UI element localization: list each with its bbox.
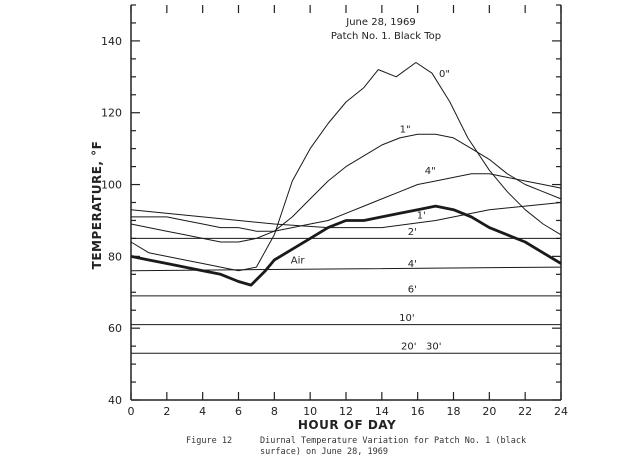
series-line-0 (130, 62, 562, 272)
figure-caption: Figure 12 Diurnal Temperature Variation f… (186, 436, 626, 458)
plot-frame (130, 5, 562, 401)
caption-line-2: surface) on June 28, 1969 (260, 447, 388, 457)
series-line-1 (130, 133, 562, 243)
series-layer (130, 62, 562, 354)
x-tick-label: 16 (411, 405, 425, 418)
x-tick-label: 20 (482, 405, 496, 418)
x-tick-label: 8 (271, 405, 278, 418)
series-label-1: 1" (400, 124, 411, 135)
x-tick-label: 18 (447, 405, 461, 418)
y-axis-ticks: 40 60 80 100 120 140 (101, 4, 561, 407)
x-tick-label: 6 (235, 405, 242, 418)
y-axis-title: TEMPERATURE, °F (90, 141, 104, 270)
x-tick-label: 22 (518, 405, 532, 418)
x-tick-label: 14 (375, 405, 389, 418)
y-tick-label: 80 (108, 250, 122, 263)
figure-number: Figure 12 (186, 436, 233, 446)
y-tick-label: 60 (108, 322, 122, 335)
x-tick-label: 24 (554, 405, 568, 418)
series-line-2 (131, 173, 562, 232)
series-label-7: 6' (408, 284, 417, 295)
y-tick-label: 140 (101, 35, 122, 48)
y-tick-label: 100 (101, 179, 122, 192)
caption-line-1: Diurnal Temperature Variation for Patch … (260, 436, 527, 446)
x-tick-label: 12 (339, 405, 353, 418)
x-tick-label: 4 (199, 405, 206, 418)
x-axis-ticks: 0 2 4 6 8 10 12 14 16 18 20 22 24 (128, 5, 568, 418)
series-line-3 (130, 204, 562, 287)
series-labels: 0" 1" 4" Air 1'2' 4' 6' 10' 20' 30' (291, 69, 450, 353)
chart-subtitle: Patch No. 1. Black Top (331, 31, 441, 42)
x-tick-label: 10 (303, 405, 317, 418)
chart-title: June 28, 1969 (345, 17, 416, 28)
x-axis-title: HOUR OF DAY (298, 418, 396, 432)
series-label-4: 1' (417, 211, 426, 222)
y-tick-label: 40 (108, 394, 122, 407)
series-label-3: Air (291, 256, 306, 267)
x-tick-label: 2 (163, 405, 170, 418)
series-label-2: 4" (425, 166, 436, 177)
x-tick-label: 0 (128, 405, 135, 418)
y-tick-label: 120 (101, 107, 122, 120)
series-label-5: 2' (408, 227, 417, 238)
series-line-6 (130, 266, 562, 272)
series-label-8: 10' (399, 313, 414, 324)
series-label-9: 20' 30' (401, 342, 441, 353)
series-line-4 (130, 202, 562, 229)
series-label-6: 4' (408, 259, 417, 270)
series-label-0: 0" (439, 69, 450, 80)
